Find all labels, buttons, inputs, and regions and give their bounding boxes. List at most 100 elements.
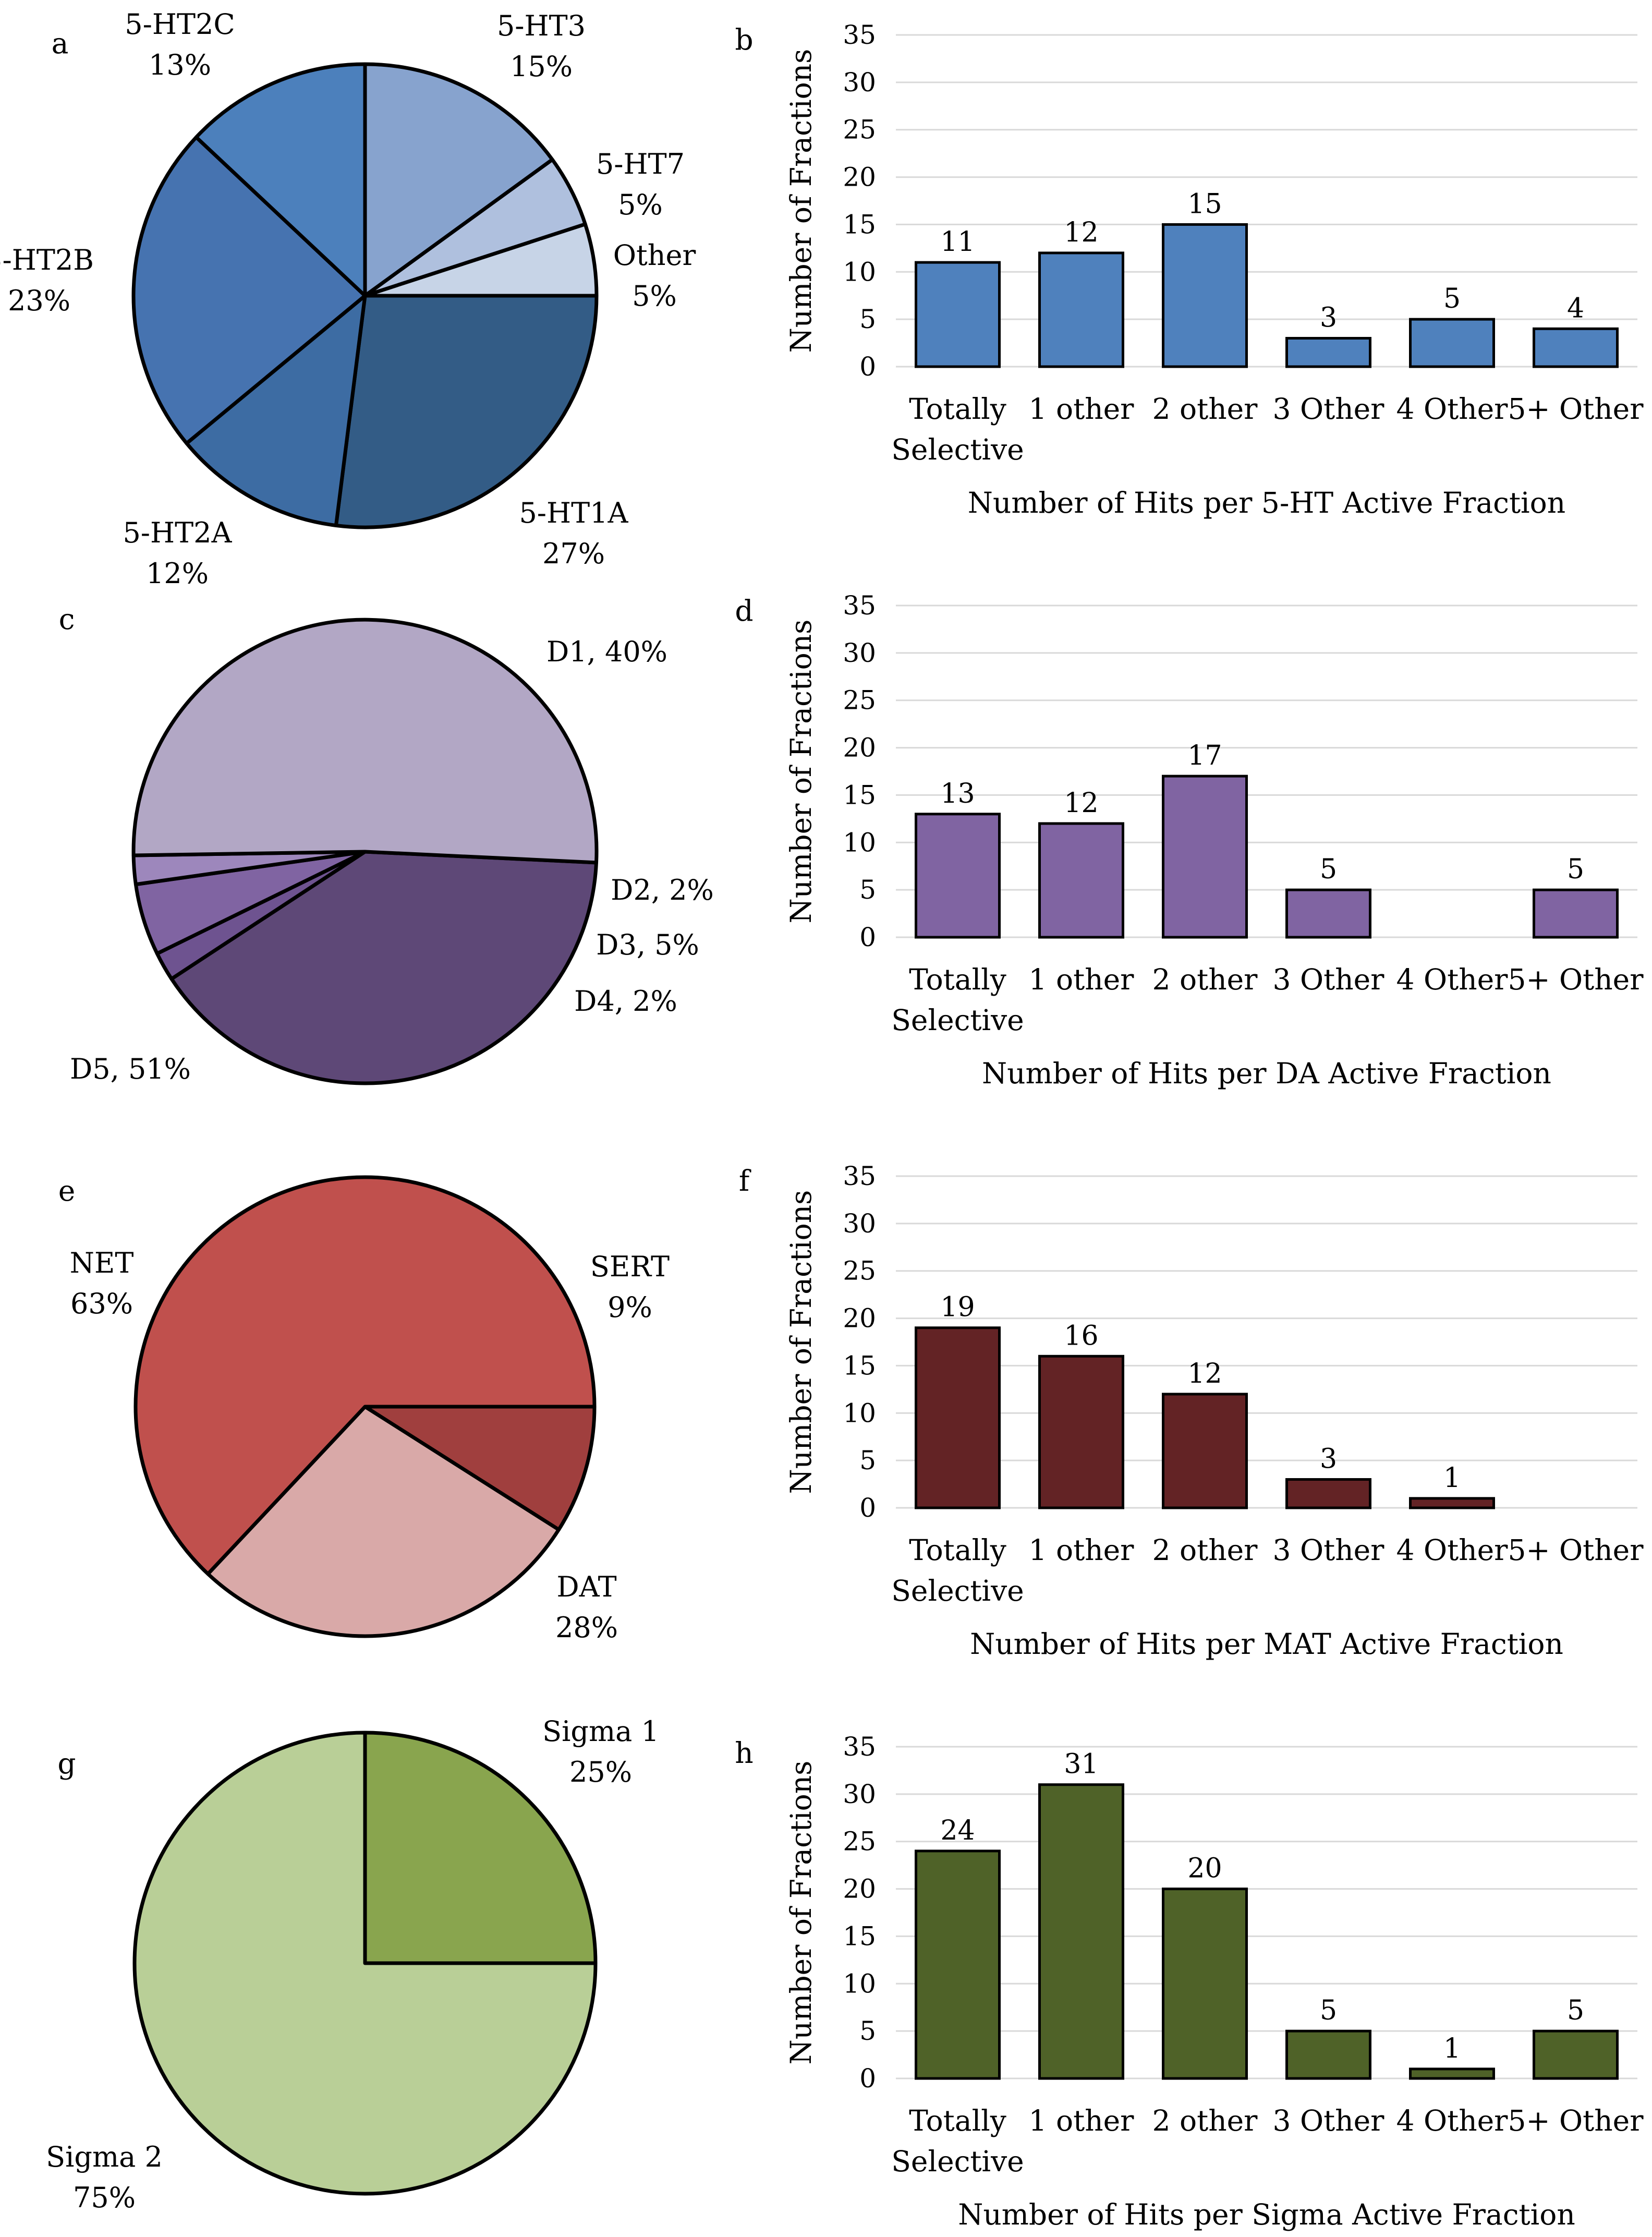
slice-pct-a-1: 12% [146, 557, 209, 590]
pie-slice-e-1 [206, 1405, 561, 1638]
x-tick-h-0-0: Totally [909, 2104, 1006, 2137]
x-tick-h-0-1: Selective [891, 2145, 1024, 2178]
pie-slice-a-0 [334, 294, 599, 529]
data-label-h-3: 5 [1320, 1995, 1337, 2026]
bar-b-5 [1533, 327, 1619, 368]
x-tick-d-4-0: 4 Other [1396, 963, 1509, 996]
panel-label-e: e [58, 1174, 76, 1207]
pie-slice-a-2 [131, 135, 367, 445]
data-label-f-1: 16 [1064, 1320, 1098, 1351]
pie-slice-a-6 [363, 222, 599, 298]
x-tick-f-0-0: Totally [909, 1533, 1006, 1567]
panel-label-b: b [735, 23, 753, 56]
bar-h-3 [1285, 2029, 1371, 2080]
y-tick-h-1: 5 [859, 2016, 876, 2046]
bar-d-0 [915, 813, 1001, 939]
panel-label-h: h [735, 1736, 753, 1770]
slice-label-a-2: 5-HT2B [0, 244, 94, 276]
bar-b-0 [915, 261, 1001, 368]
y-tick-b-1: 5 [859, 304, 876, 334]
y-tick-b-0: 0 [859, 352, 876, 382]
bar-f-0 [915, 1326, 1001, 1509]
slice-label-g-1: Sigma 2 [46, 2141, 163, 2173]
y-tick-d-4: 20 [843, 733, 876, 763]
y-tick-b-5: 25 [843, 115, 876, 145]
slice-label-g-0: Sigma 1 [542, 1715, 659, 1748]
y-tick-h-5: 25 [843, 1827, 876, 1857]
data-label-b-3: 3 [1320, 302, 1337, 333]
data-label-b-1: 12 [1064, 217, 1098, 248]
bar-chart-f: f 0 5 10 15 20 25 30 35 Number of Fractions 19 Tota… [739, 1161, 1644, 1661]
x-tick-d-5-0: 5+ Other [1508, 963, 1644, 996]
x-tick-f-4-0: 4 Other [1396, 1533, 1509, 1567]
data-label-b-4: 5 [1443, 283, 1461, 315]
bar-h-5 [1533, 2029, 1619, 2080]
panel-label-g: g [57, 1747, 76, 1780]
slice-label-e-0: SERT [590, 1250, 670, 1283]
bar-chart-d: d 0 5 10 15 20 25 30 35 Number of Fractions 13 Tota… [735, 590, 1644, 1090]
data-label-h-5: 5 [1567, 1995, 1584, 2026]
y-tick-f-1: 5 [859, 1445, 876, 1476]
bar-h-0 [915, 1849, 1001, 2080]
slice-label-a-4: 5-HT3 [497, 9, 586, 42]
y-tick-d-0: 0 [859, 922, 876, 952]
y-axis-title-f: Number of Fractions [784, 1190, 818, 1494]
x-axis-title-b: Number of Hits per 5-HT Active Fraction [968, 486, 1565, 519]
y-axis-title-h: Number of Fractions [784, 1761, 818, 2065]
slice-pct-e-1: 28% [555, 1611, 618, 1644]
slice-pct-e-2: 63% [70, 1287, 133, 1320]
y-tick-b-7: 35 [843, 20, 876, 50]
x-axis-title-d: Number of Hits per DA Active Fraction [982, 1057, 1551, 1090]
x-tick-f-0-1: Selective [891, 1574, 1024, 1607]
bar-d-1 [1038, 822, 1124, 939]
pie-slice-a-1 [185, 294, 367, 527]
y-tick-d-3: 15 [843, 780, 876, 810]
bar-f-1 [1038, 1355, 1124, 1509]
y-tick-f-0: 0 [859, 1493, 876, 1523]
y-tick-b-4: 20 [843, 162, 876, 192]
data-label-f-4: 1 [1443, 1462, 1461, 1494]
slice-label-a-5: 5-HT7 [596, 148, 685, 180]
x-tick-b-5-0: 5+ Other [1508, 392, 1644, 426]
y-tick-h-2: 10 [843, 1968, 876, 1999]
y-tick-h-0: 0 [859, 2063, 876, 2094]
y-tick-h-4: 20 [843, 1874, 876, 1904]
bar-f-2 [1162, 1393, 1248, 1509]
slice-pct-g-0: 25% [569, 1756, 632, 1788]
pie-chart-c: c D1, 40% D2, 2% D3, 5% D4, 2% D5, 51% [59, 602, 714, 1085]
bar-b-1 [1038, 251, 1124, 368]
slice-label-c-3: D4, 2% [574, 985, 677, 1018]
panel-label-c: c [59, 602, 75, 636]
data-label-b-0: 11 [940, 226, 975, 258]
x-tick-f-2-0: 2 other [1152, 1533, 1258, 1567]
pie-chart-e: e SERT 9% DAT 28% NET 63% [58, 1174, 670, 1644]
data-label-d-1: 12 [1064, 788, 1098, 819]
y-tick-f-7: 35 [843, 1161, 876, 1191]
pie-chart-g: g Sigma 1 25% Sigma 2 75% [46, 1715, 659, 2214]
x-axis-title-f: Number of Hits per MAT Active Fraction [970, 1627, 1563, 1661]
y-tick-f-5: 25 [843, 1256, 876, 1286]
data-label-d-0: 13 [940, 778, 975, 809]
panel-label-d: d [735, 594, 753, 627]
pie-chart-a: a 5-HT1A 27% 5-HT2A 12% 5-HT2B 23% 5-HT2C 13% 5-H… [0, 8, 696, 590]
x-axis-title-h: Number of Hits per Sigma Active Fraction [958, 2198, 1575, 2231]
data-label-h-4: 1 [1443, 2033, 1461, 2064]
data-label-d-5: 5 [1567, 854, 1584, 885]
bar-h-2 [1162, 1888, 1248, 2080]
slice-label-c-1: D2, 2% [611, 874, 714, 906]
y-tick-d-2: 10 [843, 827, 876, 857]
x-tick-d-0-0: Totally [909, 963, 1006, 996]
pie-slice-e-0 [363, 1405, 597, 1532]
x-tick-h-2-0: 2 other [1152, 2104, 1258, 2137]
data-label-d-3: 5 [1320, 854, 1337, 885]
slice-pct-e-0: 9% [608, 1291, 652, 1324]
y-tick-f-6: 30 [843, 1208, 876, 1239]
y-tick-d-6: 30 [843, 638, 876, 668]
bar-b-4 [1409, 318, 1495, 368]
y-tick-f-3: 15 [843, 1350, 876, 1381]
slice-label-e-2: NET [70, 1247, 134, 1279]
y-axis-title-d: Number of Fractions [784, 620, 818, 924]
x-tick-b-4-0: 4 Other [1396, 392, 1509, 426]
x-tick-d-3-0: 3 Other [1273, 963, 1385, 996]
